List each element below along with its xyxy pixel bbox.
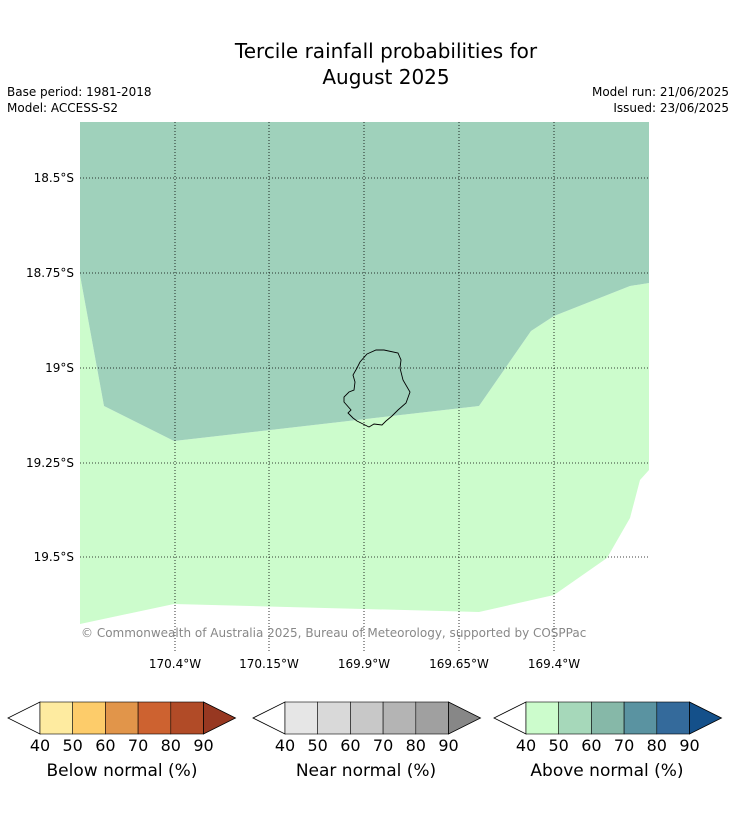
colorbar-above-tick-40: 40 [515,736,537,755]
lon-label-3: 169.9°W [337,657,391,671]
colorbar-below-tick-50: 50 [62,736,83,755]
colorbar-above-segment-1 [525,701,560,735]
colorbar-near-high-extend [448,701,482,735]
above-normal-60-region [80,122,649,441]
base-period: Base period: 1981-2018 [7,85,152,99]
colorbar-near-tick-60: 60 [340,736,361,755]
colorbar-below-segment-2 [72,701,106,735]
colorbar-below-high-extend [203,701,237,735]
colorbar-below-tick-70: 70 [127,736,149,755]
colorbar-near-tick-70: 70 [372,736,394,755]
lon-label-5: 169.4°W [527,657,581,671]
chart-title: Tercile rainfall probabilities for Augus… [0,38,736,90]
colorbar-below-segment-3 [105,701,139,735]
colorbar-above-segment-4 [623,701,658,735]
model-run: Model run: 21/06/2025 [591,85,729,99]
colorbar-label-near: Near normal (%) [295,761,437,781]
colorbar-below-tick-90: 90 [193,736,214,755]
colorbar-above-tick-50: 50 [548,736,569,755]
colorbar-near-segment-5 [415,701,449,735]
title-line-1: Tercile rainfall probabilities for [234,39,538,63]
lat-label-1: 18.5°S [33,171,74,185]
colorbar-near-segment-3 [350,701,384,735]
issued-date: Issued: 23/06/2025 [613,101,729,115]
colorbar-above-segment-3 [591,701,625,735]
colorbar-near-tick-50: 50 [307,736,328,755]
colorbar-near-low-extend [252,701,286,735]
lat-label-3: 19°S [45,361,74,375]
colorbar-below-tick-40: 40 [29,736,51,755]
model-name: Model: ACCESS-S2 [7,101,119,115]
lat-label-2: 18.75°S [26,266,74,280]
colorbar-above-low-extend [493,701,527,735]
colorbar-below-segment-1 [39,701,74,735]
colorbar-label-above: Above normal (%) [530,761,684,781]
title-line-2: August 2025 [322,65,450,89]
colorbar-label-below: Below normal (%) [46,761,198,781]
lon-label-2: 170.15°W [239,657,299,671]
colorbar-below-low-extend [7,701,41,735]
colorbar-below-tick-60: 60 [95,736,116,755]
colorbar-below-segment-4 [137,701,172,735]
colorbar-near-tick-90: 90 [438,736,459,755]
lon-label-4: 169.65°W [429,657,489,671]
meta-right: Model run: 21/06/2025 Issued: 23/06/2025 [592,84,729,116]
lon-label-1: 170.4°W [148,657,202,671]
above-normal-50-region [80,275,649,624]
colorbar-above-tick-70: 70 [613,736,635,755]
colorbar-near-segment-1 [284,701,319,735]
colorbar-below-segment-5 [170,701,204,735]
colorbar-above-segment-5 [656,701,690,735]
colorbar-near-segment-4 [382,701,417,735]
colorbar-below-tick-80: 80 [160,736,181,755]
gridlines [80,122,649,652]
colorbar-above-tick-80: 80 [646,736,667,755]
lat-label-5: 19.5°S [33,550,74,564]
island-outline [343,349,411,428]
copyright-notice: © Commonwealth of Australia 2025, Bureau… [81,626,587,640]
lat-label-4: 19.25°S [26,456,74,470]
colorbar-above-tick-90: 90 [679,736,700,755]
colorbar-above-high-extend [689,701,723,735]
colorbar-near-segment-2 [317,701,351,735]
colorbar-above-tick-60: 60 [581,736,602,755]
meta-left: Base period: 1981-2018 Model: ACCESS-S2 [7,84,152,116]
colorbar-above-segment-2 [558,701,592,735]
colorbar-near-tick-80: 80 [405,736,426,755]
colorbar-near-tick-40: 40 [274,736,296,755]
